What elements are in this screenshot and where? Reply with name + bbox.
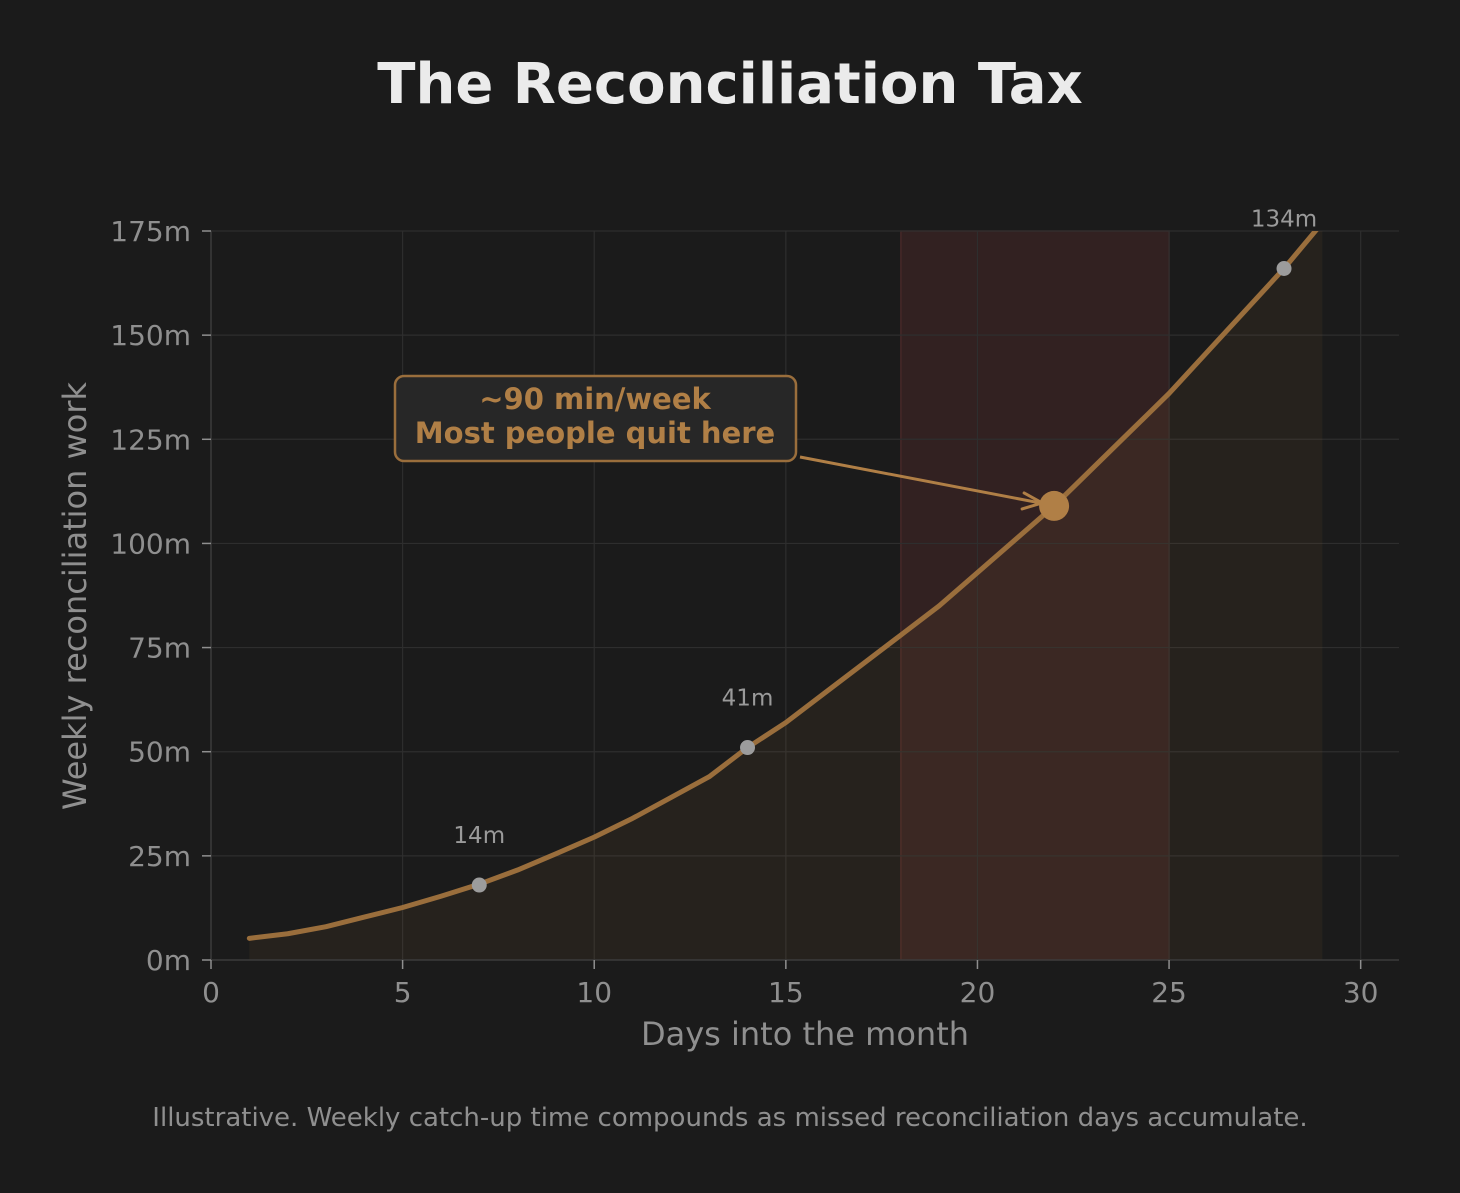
y-axis-label: Weekly reconciliation work [56, 382, 94, 811]
x-tick-label: 5 [394, 976, 412, 1009]
y-tick-label: 50m [128, 736, 191, 769]
chart-title: The Reconciliation Tax [377, 52, 1082, 117]
data-point [740, 740, 756, 756]
callout-arrow-line [799, 455, 1041, 505]
series-line [246, 231, 1319, 941]
y-tick-label: 125m [110, 423, 191, 456]
highlight-band [900, 230, 1170, 961]
x-tick-label: 10 [576, 976, 612, 1009]
curve-area-fill [249, 231, 1323, 960]
data-label: 41m [722, 686, 774, 712]
x-tick-label: 30 [1343, 976, 1379, 1009]
y-tick-label: 25m [128, 840, 191, 873]
data-label: 134m [1251, 206, 1317, 232]
y-tick-label: 75m [128, 632, 191, 665]
data-label: 14m [453, 823, 505, 849]
x-tick-label: 20 [960, 976, 996, 1009]
data-point [471, 877, 487, 893]
callout-line-2: Most people quit here [415, 416, 775, 450]
x-tick-label: 25 [1151, 976, 1187, 1009]
callout-box: ~90 min/week Most people quit here [393, 374, 798, 463]
highlight-point [1039, 490, 1070, 521]
callout-box-frame [393, 374, 798, 463]
y-tick-label: 100m [110, 527, 191, 560]
data-point [1276, 260, 1292, 276]
x-tick-label: 15 [768, 976, 804, 1009]
callout-arrow-head [1020, 491, 1044, 511]
y-tick-label: 150m [110, 319, 191, 352]
x-axis-label: Days into the month [641, 1015, 969, 1053]
chart-caption: Illustrative. Weekly catch-up time compo… [152, 1103, 1307, 1133]
plot-area: 0 5 10 15 20 25 30 0m 25m 50m 75m 100m 125m 150m 175m 1… [110, 206, 1399, 1009]
y-tick-label: 0m [146, 944, 191, 977]
y-tick-label: 175m [110, 215, 191, 248]
x-tick-label: 0 [202, 976, 220, 1009]
callout-line-1: ~90 min/week [479, 382, 711, 416]
